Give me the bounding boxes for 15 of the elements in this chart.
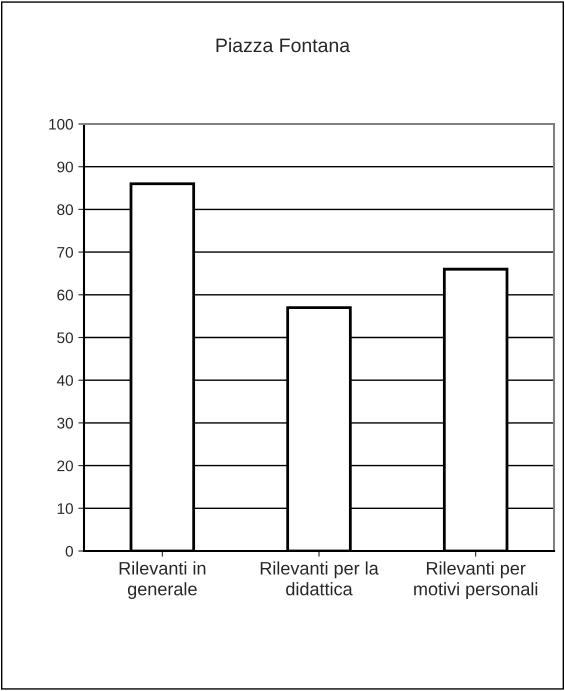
x-tick-label: Rilevanti per la didattica <box>260 561 379 596</box>
y-tick-label: 20 <box>57 460 73 472</box>
y-tick-label: 50 <box>57 332 73 344</box>
x-tick-label: Rilevanti in generale <box>120 561 206 600</box>
y-tick-label: 80 <box>57 204 73 216</box>
y-tick-label: 0 <box>66 546 73 557</box>
y-tick-label: 10 <box>58 503 73 514</box>
y-tick-label: 70 <box>57 246 73 258</box>
y-tick-label: 40 <box>56 375 73 386</box>
y-tick-label: 60 <box>57 290 73 300</box>
y-tick-label: 30 <box>57 418 73 429</box>
chart-title: Piazza Fontana <box>216 38 350 52</box>
y-tick-label: 90 <box>57 162 73 172</box>
x-tick-label: Rilevanti per motivi personali <box>414 561 538 600</box>
y-tick-label: 100 <box>49 118 73 130</box>
